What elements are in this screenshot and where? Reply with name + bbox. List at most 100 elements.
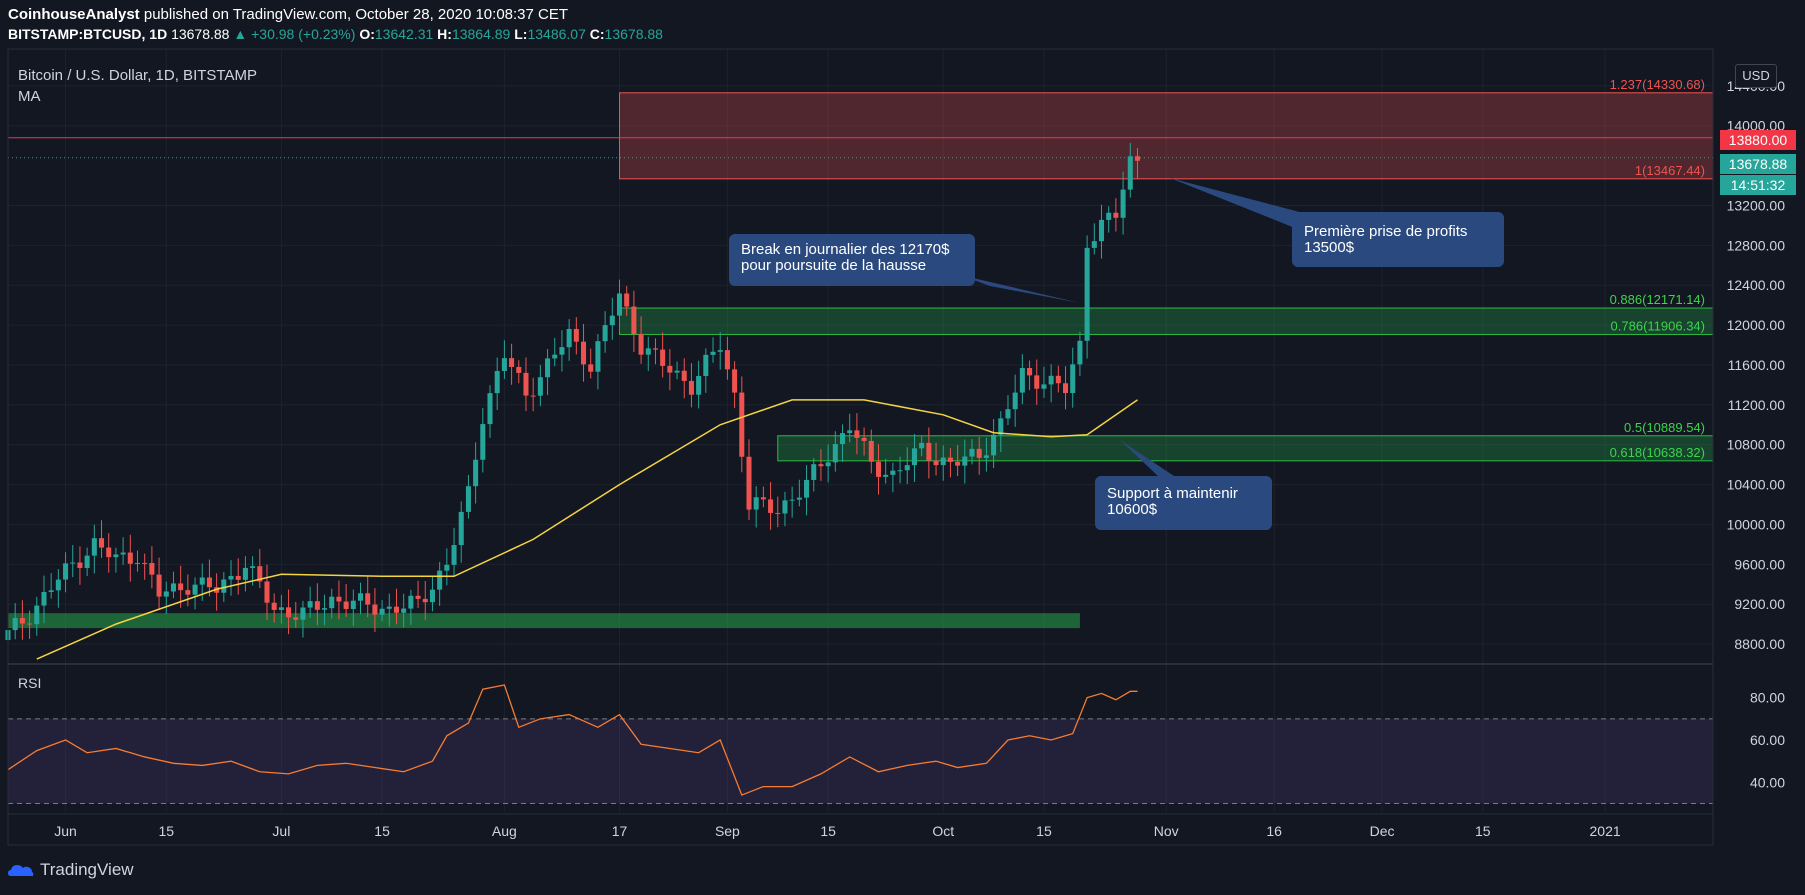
time-tick-label: Jul (272, 823, 290, 839)
rsi-tick-label: 60.00 (1750, 732, 1785, 748)
candle-body (509, 358, 515, 367)
open-label: O: (359, 26, 375, 42)
candle-body (19, 618, 25, 624)
candle-body (322, 608, 328, 610)
candle-body (55, 579, 61, 591)
candle-body (99, 538, 105, 548)
candle-body (415, 595, 421, 599)
candle-body (77, 562, 83, 569)
candle-body (314, 601, 320, 610)
time-tick-label: 15 (1475, 823, 1491, 839)
candle-body (156, 574, 162, 597)
candle-body (660, 349, 666, 366)
candle-body (473, 459, 479, 487)
candle-body (703, 354, 709, 377)
candle-body (250, 566, 256, 568)
support-callout[interactable]: Support à maintenir 10600$ (1095, 476, 1272, 530)
resistance-price-tag: 13880.00 (1720, 130, 1796, 150)
profit-callout-pointer (1170, 178, 1330, 238)
candle-body (192, 584, 198, 595)
last-price-tag: 13678.88 (1720, 154, 1796, 174)
candle-body (1063, 383, 1069, 394)
price-tick-label: 12400.00 (1727, 277, 1786, 293)
candle-body (178, 583, 184, 591)
time-tick-label: 15 (1036, 823, 1052, 839)
candle-body (401, 608, 407, 613)
time-tick-label: Aug (492, 823, 517, 839)
candle-body (1106, 212, 1112, 220)
support-callout-line2: 10600$ (1107, 501, 1158, 518)
tradingview-cloud-icon (8, 865, 34, 876)
candle-body (1120, 189, 1126, 218)
candle-body (732, 369, 738, 393)
time-tick-label: Sep (715, 823, 740, 839)
candle-body (372, 604, 378, 615)
candle-body (717, 350, 723, 352)
candle-body (235, 575, 241, 580)
fib-resistance-zone (618, 92, 1714, 180)
candle-body (501, 358, 507, 372)
candle-body (357, 593, 364, 601)
candle-body (350, 600, 356, 609)
candle-body (904, 465, 910, 471)
candles (5, 142, 1140, 659)
candle-body (1055, 375, 1061, 384)
candle-body (991, 434, 997, 456)
candle-body (487, 393, 493, 425)
candle-body (1070, 364, 1076, 394)
candle-body (91, 538, 97, 556)
candle-body (854, 430, 860, 438)
candle-body (120, 552, 126, 555)
moving-average-line (36, 399, 1138, 660)
open-value: 13642.31 (374, 26, 434, 42)
rsi-pane: 80.00 60.00 40.00 (7, 684, 1785, 805)
candle-body (257, 566, 263, 582)
time-tick-label: 15 (158, 823, 174, 839)
candle-body (955, 461, 961, 466)
callout-connectors (960, 178, 1330, 480)
candle-body (624, 293, 630, 307)
candle-body (616, 293, 623, 316)
up-arrow-icon: ▲ (233, 26, 248, 42)
candle-body (12, 618, 18, 631)
candle-body (1127, 156, 1133, 190)
fib-support-zone (777, 435, 1714, 462)
candle-body (516, 366, 522, 373)
symbol-info: BITSTAMP:BTCUSD, 1D 13678.88 ▲ +30.98 (+… (8, 26, 663, 42)
candle-body (595, 341, 601, 372)
candle-body (465, 486, 471, 512)
high-label: H: (437, 26, 452, 42)
candle-body (947, 457, 953, 462)
break-callout[interactable]: Break en journalier des 12170$ pour pour… (729, 234, 975, 286)
candle-body (429, 589, 435, 603)
candle-body (1027, 367, 1033, 376)
rsi-tick-label: 80.00 (1750, 690, 1785, 706)
candle-body (34, 605, 40, 625)
candle-body (839, 433, 846, 445)
fib-level-label: 0.886(12171.14) (1610, 292, 1705, 307)
time-tick-label: 2021 (1590, 823, 1621, 839)
candle-body (1048, 375, 1054, 385)
price-tick-label: 10400.00 (1727, 477, 1786, 493)
candle-body (264, 581, 270, 603)
tradingview-logo[interactable]: TradingView (8, 860, 134, 880)
candle-body (559, 347, 565, 355)
ma-label: MA (18, 88, 41, 105)
currency-button[interactable]: USD (1735, 64, 1777, 88)
candle-body (1113, 212, 1119, 218)
candle-body (1034, 375, 1040, 389)
candle-body (883, 474, 889, 477)
candle-body (523, 372, 529, 396)
candle-body (142, 562, 148, 564)
candle-body (962, 456, 968, 466)
candle-body (875, 461, 882, 477)
candle-body (933, 460, 939, 466)
price-tick-label: 12800.00 (1727, 237, 1786, 253)
profit-callout[interactable]: Première prise de profits 13500$ (1292, 212, 1504, 267)
candle-body (789, 499, 795, 501)
candle-body (847, 430, 853, 434)
candle-body (825, 462, 831, 467)
candle-body (444, 564, 450, 571)
candle-body (170, 583, 176, 592)
